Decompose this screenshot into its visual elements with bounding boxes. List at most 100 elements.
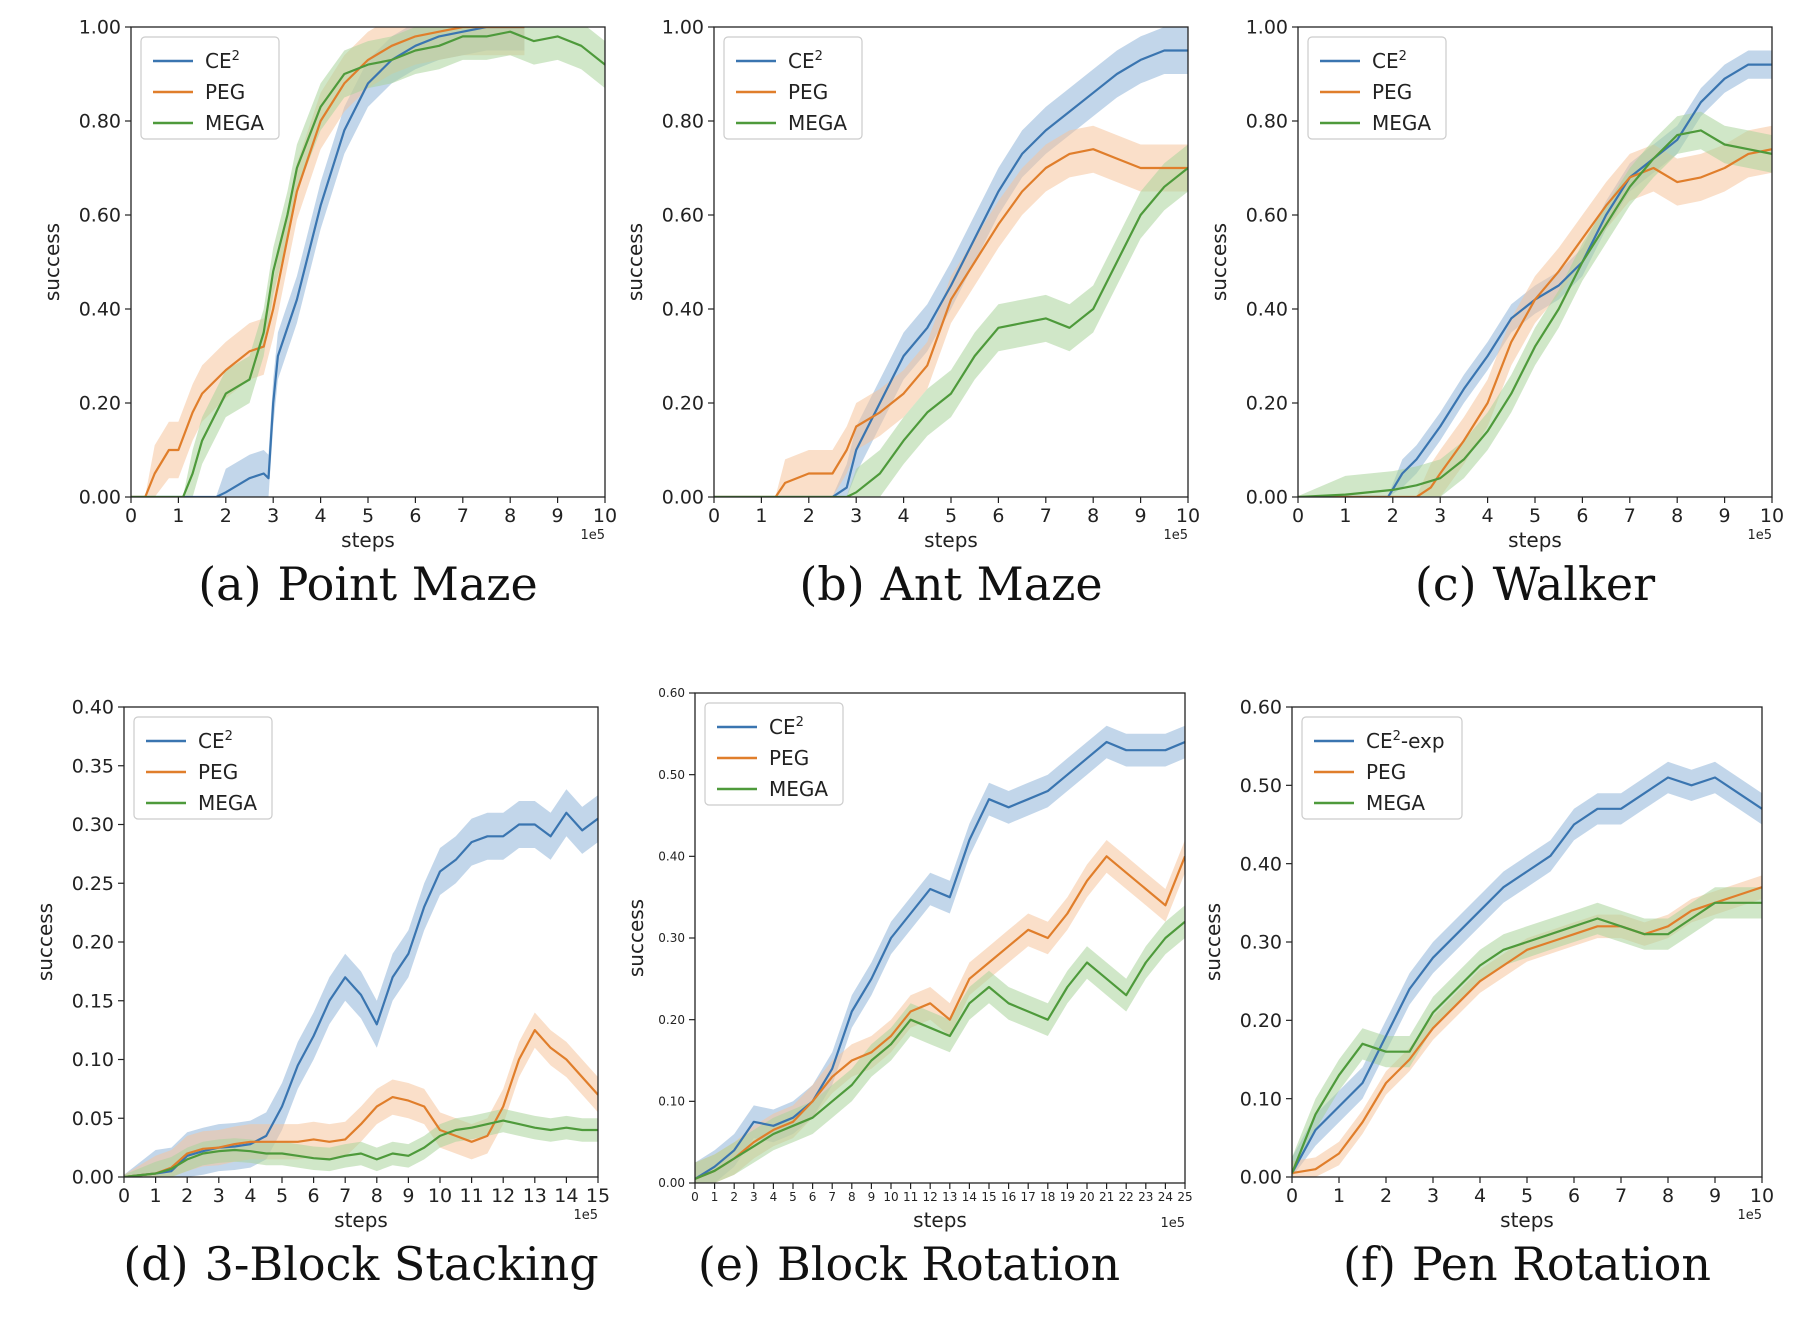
x-tick-label: 8 xyxy=(1662,1185,1674,1207)
x-tick-label: 14 xyxy=(962,1190,977,1204)
x-tick-label: 4 xyxy=(244,1185,256,1207)
x-tick-label: 3 xyxy=(1427,1185,1439,1207)
legend-entry: MEGA xyxy=(198,791,257,815)
x-tick-label: 0 xyxy=(125,505,137,527)
x-tick-label: 3 xyxy=(750,1190,758,1204)
subfigure-caption: (b) Ant Maze xyxy=(799,557,1102,611)
legend-entry: MEGA xyxy=(788,111,847,135)
x-tick-label: 10 xyxy=(428,1185,452,1207)
y-tick-label: 0.15 xyxy=(72,990,114,1012)
x-tick-label: 12 xyxy=(923,1190,938,1204)
x-tick-label: 4 xyxy=(1482,505,1494,527)
y-tick-label: 1.00 xyxy=(1246,17,1288,39)
plot-area xyxy=(695,725,1185,1183)
subfigure-caption: (c) Walker xyxy=(1415,557,1655,611)
x-tick-label: 14 xyxy=(554,1185,578,1207)
x-tick-label: 6 xyxy=(1568,1185,1580,1207)
legend-entry: PEG xyxy=(205,80,245,104)
x-tick-label: 19 xyxy=(1060,1190,1075,1204)
x-tick-label: 4 xyxy=(898,505,910,527)
legend-entry: CE2 xyxy=(1372,49,1407,73)
x-tick-label: 10 xyxy=(593,505,617,527)
y-tick-label: 0.00 xyxy=(1246,487,1288,509)
series-line-peg xyxy=(695,855,1185,1180)
series-line-ce2 xyxy=(131,27,525,497)
x-axis-label: steps xyxy=(1500,1208,1554,1232)
x-tick-label: 2 xyxy=(220,505,232,527)
series-line-mega xyxy=(1292,901,1762,1174)
y-tick-label: 0.25 xyxy=(72,873,114,895)
x-tick-label: 0 xyxy=(1292,505,1304,527)
y-tick-label: 1.00 xyxy=(79,17,121,39)
series-line-peg xyxy=(124,1028,598,1177)
y-axis-label: success xyxy=(1201,903,1225,981)
series-line-ce2-exp xyxy=(1292,776,1762,1174)
x-tick-label: 21 xyxy=(1099,1190,1114,1204)
series-line-ce2 xyxy=(1298,63,1772,497)
x-tick-label: 10 xyxy=(1760,505,1784,527)
legend-entry: CE2 xyxy=(788,49,823,73)
x-tick-label: 1 xyxy=(1333,1185,1345,1207)
y-tick-label: 1.00 xyxy=(662,17,704,39)
x-scale-label: 1e5 xyxy=(1737,1208,1762,1223)
subfigure-caption: (e) Block Rotation xyxy=(698,1237,1120,1291)
x-tick-label: 0 xyxy=(691,1190,699,1204)
series-line-peg xyxy=(131,27,525,497)
x-scale-label: 1e5 xyxy=(1163,528,1188,543)
x-tick-label: 22 xyxy=(1119,1190,1134,1204)
x-tick-label: 20 xyxy=(1079,1190,1094,1204)
x-tick-label: 6 xyxy=(1576,505,1588,527)
chart-a: 0 1 2 3 4 5 6 7 8 9 10 0.00 0.20 0.40 0.60 0.80 1.00 step… xyxy=(40,17,617,611)
x-tick-label: 1 xyxy=(1339,505,1351,527)
x-tick-label: 1 xyxy=(755,505,767,527)
x-tick-label: 10 xyxy=(1176,505,1200,527)
x-tick-label: 5 xyxy=(945,505,957,527)
x-axis-label: steps xyxy=(341,528,395,552)
x-tick-label: 1 xyxy=(172,505,184,527)
x-tick-label: 2 xyxy=(181,1185,193,1207)
x-tick-label: 15 xyxy=(586,1185,610,1207)
band-ce2 xyxy=(124,789,598,1177)
y-axis-label: success xyxy=(624,899,648,977)
x-tick-label: 5 xyxy=(1521,1185,1533,1207)
chart-b: 0 1 2 3 4 5 6 7 8 9 10 0.00 0.20 0.40 0.60 0.80 1.00 step… xyxy=(623,17,1200,611)
series-line-mega xyxy=(1298,129,1772,497)
legend-entry: CE2-exp xyxy=(1366,729,1445,753)
plot-area xyxy=(124,789,598,1177)
x-tick-label: 0 xyxy=(1286,1185,1298,1207)
legend-box xyxy=(133,716,273,820)
series-line-mega xyxy=(695,920,1185,1180)
band-mega xyxy=(714,144,1188,497)
x-tick-label: 15 xyxy=(981,1190,996,1204)
y-tick-label: 0.10 xyxy=(658,1095,685,1109)
band-peg xyxy=(1298,125,1772,497)
band-mega xyxy=(1298,111,1772,497)
x-axis-label: steps xyxy=(913,1208,967,1232)
x-tick-label: 6 xyxy=(992,505,1004,527)
band-peg xyxy=(714,125,1188,497)
x-tick-label: 4 xyxy=(315,505,327,527)
x-tick-label: 7 xyxy=(1624,505,1636,527)
x-tick-label: 2 xyxy=(1380,1185,1392,1207)
x-tick-label: 7 xyxy=(457,505,469,527)
chart-d: 0 1 2 3 4 5 6 7 8 9 10 11 12 13 14 150.000.050.100.150.… xyxy=(33,697,610,1291)
y-axis-label: success xyxy=(623,223,647,301)
x-tick-label: 0 xyxy=(118,1185,130,1207)
y-axis-label: success xyxy=(40,223,64,301)
x-tick-label: 17 xyxy=(1021,1190,1036,1204)
legend-box xyxy=(723,36,863,140)
series-line-ce2 xyxy=(695,740,1185,1180)
legend-entry: MEGA xyxy=(205,111,264,135)
band-mega xyxy=(1292,887,1762,1177)
x-tick-label: 2 xyxy=(1387,505,1399,527)
y-tick-label: 0.35 xyxy=(72,755,114,777)
x-tick-label: 25 xyxy=(1177,1190,1192,1204)
y-tick-label: 0.50 xyxy=(1240,775,1282,797)
y-tick-label: 0.50 xyxy=(658,768,685,782)
legend-entry: MEGA xyxy=(1366,791,1425,815)
x-tick-label: 23 xyxy=(1138,1190,1153,1204)
legend-entry: PEG xyxy=(769,746,809,770)
x-tick-label: 6 xyxy=(809,1190,817,1204)
x-tick-label: 5 xyxy=(1529,505,1541,527)
